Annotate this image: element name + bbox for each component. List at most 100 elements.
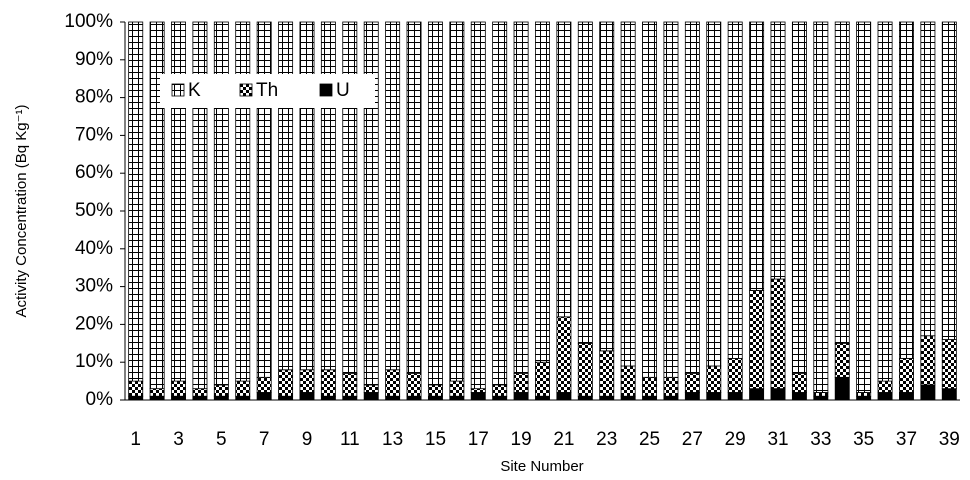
bar-segment (149, 21, 165, 390)
bar-segment (834, 342, 850, 378)
bar-segment (877, 380, 893, 393)
bar-segment (256, 21, 272, 378)
x-tick-label: 7 (259, 429, 270, 450)
bar-segment (620, 365, 636, 397)
bar-segment (920, 21, 936, 337)
bar-segment (877, 392, 893, 401)
bar-segment (749, 289, 765, 390)
bar-segment (492, 21, 508, 386)
bar-segment (535, 395, 550, 401)
y-tick-label: 20% (75, 313, 113, 334)
x-tick-label: 17 (468, 429, 489, 450)
bar-segment (320, 21, 336, 371)
bar-segment (642, 395, 658, 401)
bar-segment (535, 21, 550, 363)
bar-segment (513, 373, 529, 393)
y-tick-label: 60% (75, 162, 113, 183)
bar-segment (813, 395, 829, 401)
bar-segment (706, 392, 722, 401)
x-tick-label: 9 (302, 429, 313, 450)
bar-segment (791, 392, 807, 401)
bar-segment (599, 350, 615, 397)
bar-segment (620, 21, 636, 367)
bar-segment (642, 21, 658, 378)
bar-segment (256, 392, 272, 401)
bar-segment (128, 380, 144, 397)
x-tick-label: 31 (767, 429, 788, 450)
bar-segment (706, 21, 722, 367)
x-tick-label: 35 (853, 429, 874, 450)
x-tick-label: 37 (896, 429, 917, 450)
bar-segment (363, 392, 379, 401)
bar-segment (663, 395, 679, 401)
bar-segment (427, 384, 443, 397)
bar-segment (363, 384, 379, 393)
bar-segment (684, 373, 700, 393)
x-tick-label: 23 (596, 429, 617, 450)
x-tick-label: 1 (130, 429, 141, 450)
bar-segment (449, 21, 465, 382)
bar-segment (920, 384, 936, 401)
x-tick-label: 39 (939, 429, 960, 450)
y-tick-label: 0% (86, 389, 114, 410)
bar-segment (556, 392, 572, 401)
bar-segment (235, 395, 251, 401)
bar-segment (342, 373, 358, 397)
y-tick-label: 50% (75, 200, 113, 221)
y-tick-label: 30% (75, 276, 113, 297)
bar-segment (171, 21, 186, 382)
bar-segment (834, 21, 850, 344)
bar-segment (385, 369, 401, 397)
bar-segment (856, 392, 872, 397)
x-axis-title: Site Number (500, 458, 583, 475)
bar-segment (406, 395, 422, 401)
bar-segment (856, 395, 872, 401)
bar-segment (149, 388, 165, 397)
y-tick-label: 90% (75, 49, 113, 70)
x-tick-label: 33 (810, 429, 831, 450)
bar-segment (342, 395, 358, 401)
bar-segment (470, 392, 486, 401)
bar-segment (749, 21, 765, 291)
bar-segment (278, 369, 294, 397)
bar-segment (320, 369, 336, 397)
bar-segment (427, 395, 443, 401)
legend-box (160, 74, 375, 108)
bar-segment (727, 392, 743, 401)
bar-segment (920, 335, 936, 386)
bar-segment (256, 376, 272, 393)
bar-segment (577, 21, 593, 344)
bar-segment (941, 339, 957, 390)
bar-segment (834, 376, 850, 401)
bar-segment (492, 395, 508, 401)
x-tick-label: 13 (382, 429, 403, 450)
bar-segment (791, 21, 807, 374)
bar-segment (385, 21, 401, 371)
bar-segment (278, 395, 294, 401)
y-tick-label: 40% (75, 238, 113, 259)
bar-segment (899, 392, 914, 401)
bar-segment (149, 395, 165, 401)
bar-segment (427, 21, 443, 386)
bar-segment (791, 373, 807, 393)
bar-segment (449, 395, 465, 401)
bar-segment (299, 21, 315, 371)
bar-segment (856, 21, 872, 393)
legend-swatch (239, 83, 253, 97)
bar-segment (684, 392, 700, 401)
bar-segment (899, 21, 914, 359)
bar-segment (770, 21, 786, 280)
bar-segment (192, 21, 208, 390)
bar-segment (128, 395, 144, 401)
bar-segment (171, 380, 186, 397)
bar-segment (899, 358, 914, 393)
bar-segment (941, 388, 957, 401)
bar-segment (235, 21, 251, 382)
y-tick-label: 80% (75, 87, 113, 108)
bar-segment (213, 21, 229, 386)
bar-segment (727, 21, 743, 359)
x-tick-label: 5 (216, 429, 227, 450)
x-tick-label: 29 (725, 429, 746, 450)
bar-segment (192, 388, 208, 397)
legend-label: Th (256, 80, 278, 101)
